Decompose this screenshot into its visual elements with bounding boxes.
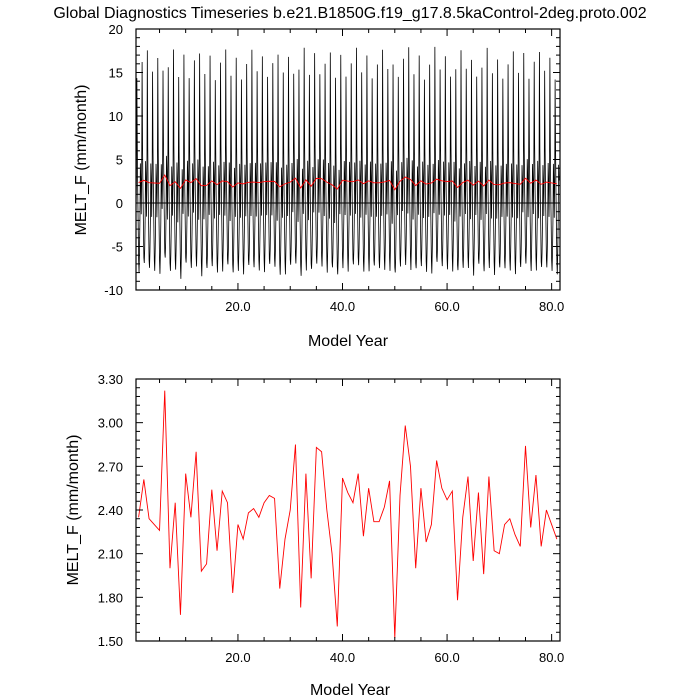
bottom-chart-ytick-label: 2.40: [98, 503, 123, 518]
top-chart-ytick-label: 10: [109, 109, 123, 124]
bottom-chart-series-annual-mean-line: [138, 390, 558, 639]
top-chart-ytick-label: 5: [116, 153, 123, 168]
top-chart-ytick-label: -10: [104, 283, 123, 298]
bottom-chart-xtick-label: 40.0: [330, 650, 355, 665]
bottom-chart-ytick-label: 3.30: [98, 372, 123, 387]
top-chart-xtick-label: 40.0: [330, 299, 355, 314]
bottom-chart-ytick-label: 1.50: [98, 634, 123, 649]
bottom-chart-ytick-label: 2.10: [98, 547, 123, 562]
top-chart-ytick-label: 15: [109, 66, 123, 81]
bottom-chart-xlabel: Model Year: [310, 682, 391, 699]
bottom-chart-xtick-label: 20.0: [225, 650, 250, 665]
figure-title: Global Diagnostics Timeseries b.e21.B185…: [53, 5, 646, 22]
top-chart-xtick-label: 20.0: [225, 299, 250, 314]
top-chart: Model Year MELT_F (mm/month) 20.0 40.0 60.…: [73, 22, 564, 350]
bottom-chart-ytick-label: 3.00: [98, 416, 123, 431]
top-chart-ytick-label: -5: [111, 240, 123, 255]
bottom-chart-ylabel: MELT_F (mm/month): [65, 435, 82, 586]
top-chart-xlabel: Model Year: [308, 333, 389, 350]
top-chart-series-monthly-line: [135, 46, 560, 279]
bottom-chart: Model Year MELT_F (mm/month) 20.0 40.0 60.…: [65, 372, 564, 699]
top-chart-series-annual-mean-line: [138, 174, 557, 191]
top-chart-ytick-label: 20: [109, 22, 123, 37]
bottom-chart-xtick-label: 60.0: [434, 650, 459, 665]
bottom-chart-ytick-label: 1.80: [98, 590, 123, 605]
bottom-chart-ytick-label: 2.70: [98, 459, 123, 474]
top-chart-ylabel: MELT_F (mm/month): [73, 85, 90, 236]
top-chart-xtick-label: 60.0: [434, 299, 459, 314]
top-chart-ytick-label: 0: [116, 196, 123, 211]
top-chart-xtick-label: 80.0: [539, 299, 564, 314]
bottom-chart-xtick-label: 80.0: [539, 650, 564, 665]
